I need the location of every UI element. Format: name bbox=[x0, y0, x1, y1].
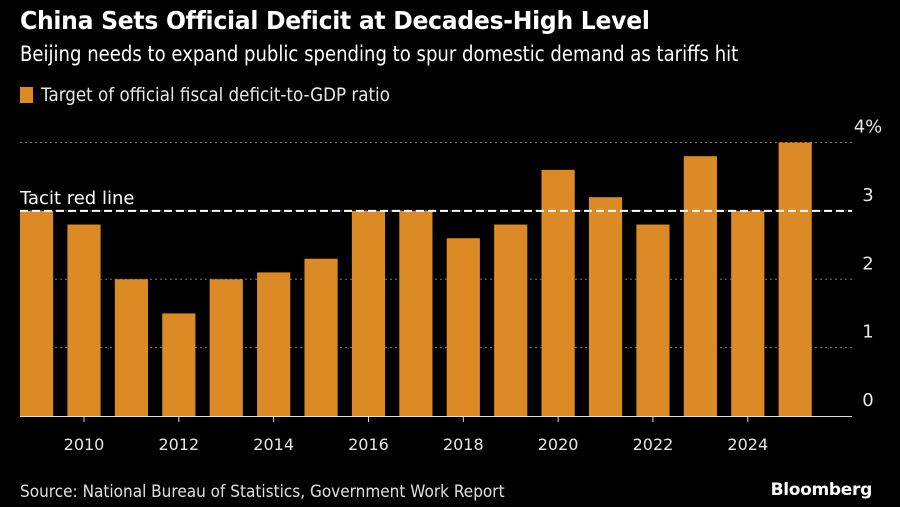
chart-title: China Sets Official Deficit at Decades-H… bbox=[20, 6, 650, 35]
bars bbox=[20, 142, 812, 417]
x-tick-label: 2012 bbox=[158, 435, 199, 454]
x-tick-label: 2014 bbox=[253, 435, 294, 454]
x-tick-label: 2022 bbox=[633, 435, 674, 454]
bar bbox=[731, 210, 765, 416]
y-tick-label: 3 bbox=[862, 185, 873, 206]
y-tick-label: 0 bbox=[862, 390, 873, 411]
bar bbox=[446, 238, 480, 416]
bar bbox=[304, 258, 338, 416]
y-tick-label: 4% bbox=[854, 117, 883, 138]
x-tick-label: 2018 bbox=[443, 435, 484, 454]
x-tick-label: 2024 bbox=[727, 435, 768, 454]
bar bbox=[114, 279, 149, 416]
reference-line-label: Tacit red line bbox=[19, 188, 134, 209]
x-tick-label: 2016 bbox=[348, 435, 389, 454]
bar bbox=[541, 169, 575, 416]
axes: 0 1 2 3 4% 2010 2012 2014 2016 2018 2020 2022 2024 bbox=[20, 117, 883, 454]
bar bbox=[20, 210, 54, 416]
bloomberg-logo: Bloomberg bbox=[770, 480, 873, 500]
chart-subtitle: Beijing needs to expand public spending … bbox=[20, 42, 739, 66]
legend: Target of official fiscal deficit-to-GDP… bbox=[20, 84, 438, 106]
legend-label: Target of official fiscal deficit-to-GDP… bbox=[41, 84, 390, 106]
reference-line-group: Tacit red line bbox=[19, 188, 852, 212]
source-note: Source: National Bureau of Statistics, G… bbox=[20, 482, 505, 502]
bar bbox=[209, 279, 243, 416]
bar bbox=[67, 224, 101, 416]
bar bbox=[399, 210, 433, 416]
bar bbox=[778, 142, 812, 416]
bar bbox=[683, 156, 717, 417]
bar bbox=[257, 272, 291, 416]
y-tick-label: 2 bbox=[862, 253, 873, 274]
bar bbox=[636, 224, 670, 416]
x-tick-label: 2020 bbox=[538, 435, 579, 454]
bar bbox=[494, 224, 528, 416]
legend-swatch bbox=[20, 87, 33, 103]
x-tick-label: 2010 bbox=[64, 435, 105, 454]
y-tick-label: 1 bbox=[862, 322, 873, 343]
bar bbox=[162, 313, 196, 416]
bar bbox=[351, 210, 386, 416]
bar bbox=[588, 197, 623, 416]
